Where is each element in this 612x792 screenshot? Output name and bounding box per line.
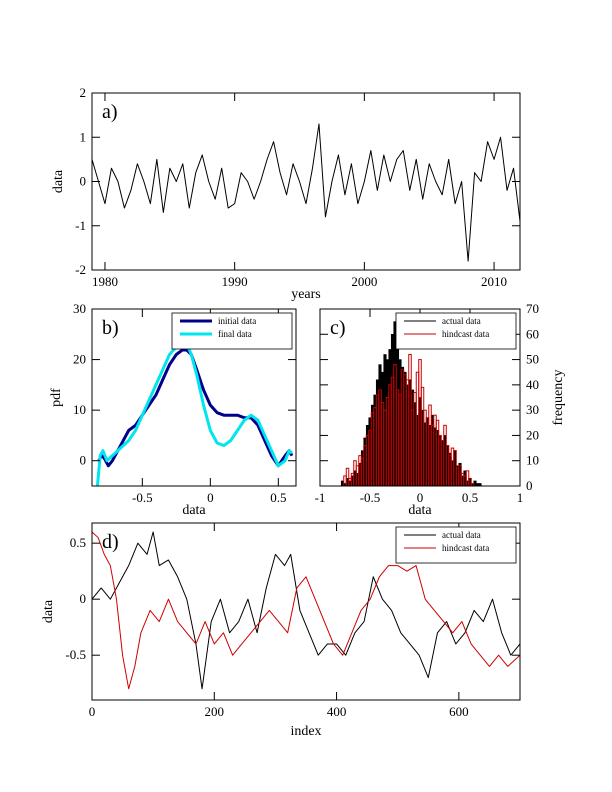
x-tick-label: -0.5: [132, 490, 153, 505]
x-tick-label: 2010: [481, 274, 507, 289]
series-line-final-data: [95, 340, 293, 486]
y-tick-label: 60: [526, 326, 539, 341]
series-line-actual-data: [92, 531, 520, 690]
x-tick-label: -1: [315, 490, 326, 505]
x-tick-label: 1980: [92, 274, 118, 289]
x-tick-label: 1990: [222, 274, 248, 289]
plot-area: [95, 340, 294, 486]
plot-frame: [91, 308, 297, 487]
legend: initial data final data: [171, 312, 293, 350]
y-tick-label: 0.5: [70, 535, 86, 550]
plot-area: [92, 123, 520, 262]
plot-area: [92, 531, 520, 690]
series-line-series-0: [92, 123, 520, 262]
panel-b: -0.5 0 0.5 0 10 20 30 data pdf b) initial data fina…: [49, 301, 297, 518]
x-tick-label: 0: [417, 490, 424, 505]
panel-label: a): [102, 101, 118, 123]
histogram-bar: [470, 482, 475, 486]
x-tick-label: 1: [517, 490, 524, 505]
x-axis-label: index: [290, 724, 321, 739]
y-tick-label: 10: [526, 453, 539, 468]
histogram-bar: [478, 483, 482, 486]
y-axis-label: pdf: [49, 388, 64, 407]
x-tick-label: 0.5: [462, 490, 478, 505]
x-tick-label: 2000: [351, 274, 377, 289]
y-tick-label: 0: [526, 478, 533, 493]
y-tick-label: 10: [73, 402, 86, 417]
y-tick-label: 0: [80, 453, 87, 468]
y-tick-label: 0: [80, 174, 87, 189]
legend-label: actual data: [442, 316, 481, 326]
y-tick-label: 0: [80, 591, 87, 606]
legend: actual data hindcast data: [395, 312, 517, 350]
y-tick-label: 20: [73, 352, 86, 367]
x-tick-label: 600: [449, 704, 469, 719]
x-tick-label: 0: [207, 490, 214, 505]
y-tick-label: 2: [80, 85, 87, 100]
panel-d: 0 200 400 600 -0.5 0 0.5 index data d) actual data…: [41, 522, 521, 739]
x-axis-label: data: [182, 503, 206, 518]
plot-frame: [91, 522, 521, 701]
y-tick-label: -1: [75, 218, 86, 233]
x-tick-label: 200: [205, 704, 225, 719]
plot-area: [340, 321, 482, 486]
legend-label: actual data: [442, 530, 481, 540]
y-tick-label: 20: [526, 427, 539, 442]
legend-label: final data: [218, 329, 252, 339]
legend-box: [395, 526, 517, 564]
legend-label: hindcast data: [442, 329, 489, 339]
plot-frame: [91, 92, 521, 271]
legend-label: hindcast data: [442, 543, 489, 553]
legend-box: [171, 312, 293, 350]
series-hindcast-data: [343, 354, 475, 486]
legend-box: [395, 312, 517, 350]
y-tick-label: -0.5: [65, 647, 86, 662]
x-axis-label: years: [291, 287, 321, 302]
x-tick-label: 0.5: [270, 490, 286, 505]
legend: actual data hindcast data: [395, 526, 517, 564]
panel-c: -1 -0.5 0 0.5 1010203040506070datafrequencyc…: [315, 301, 566, 518]
legend-label: initial data: [218, 316, 256, 326]
y-tick-label: 30: [73, 301, 86, 316]
y-axis-label: data: [51, 169, 66, 193]
y-tick-label: -2: [75, 262, 86, 277]
x-tick-label: -0.5: [360, 490, 381, 505]
y-tick-label: 40: [526, 377, 539, 392]
y-tick-label: 50: [526, 352, 539, 367]
y-tick-label: 70: [526, 301, 539, 316]
y-axis-label: frequency: [551, 370, 566, 426]
x-tick-label: 0: [89, 704, 96, 719]
x-axis-label: data: [408, 503, 432, 518]
y-tick-label: 30: [526, 402, 539, 417]
x-tick-label: 400: [327, 704, 347, 719]
y-axis-label: data: [41, 599, 56, 623]
panel-a: 1980 1990 2000 2010 -2 -1 0 1 2 years data a): [51, 85, 521, 302]
panel-label: b): [102, 317, 119, 339]
panel-label: c): [330, 317, 346, 339]
y-tick-label: 1: [80, 129, 87, 144]
series-line-hindcast-data: [92, 531, 520, 690]
panel-label: d): [102, 531, 119, 553]
